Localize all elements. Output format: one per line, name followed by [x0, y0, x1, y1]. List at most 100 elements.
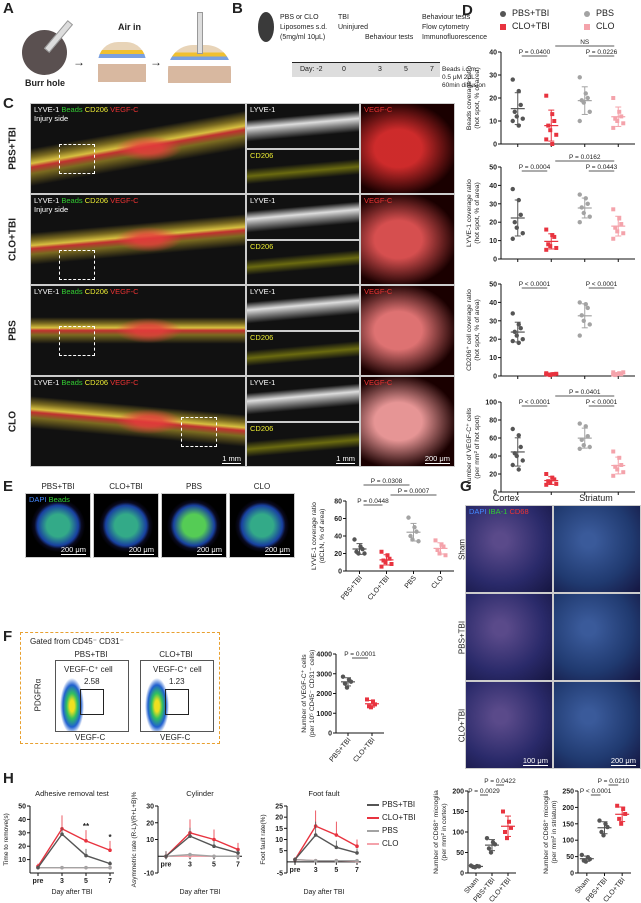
pre-label-line: Liposomes s.d. [280, 24, 328, 31]
data-point [108, 848, 112, 853]
data-point [585, 434, 590, 439]
legend-item: CLO+TBI [367, 813, 416, 822]
scale-bar: 200 μm [128, 545, 154, 555]
chart-dcln-lyve1: 0 20 40 60 80 LYVE-1 coverage ratio (dCLN, % o… [300, 478, 460, 602]
endpoint-label: Behaviour tests Flow cytometry Immunoflu… [422, 13, 487, 43]
y-tick-label: 15 [275, 826, 283, 833]
data-point [518, 102, 523, 108]
data-point [581, 100, 586, 105]
series-line [37, 833, 111, 869]
y-axis-label: (per mm² of hot spot) [474, 415, 481, 478]
p-value-label: P = 0.0162 [569, 154, 601, 161]
vegfc-label: VEGF-C [364, 287, 393, 296]
data-point [577, 333, 582, 338]
data-point [619, 222, 624, 227]
lyve1-label: LYVE-1 [250, 105, 276, 114]
data-point [544, 372, 549, 377]
y-tick-label: 60 [334, 516, 342, 523]
data-point [352, 537, 357, 542]
y-tick-label: 100 [452, 830, 464, 837]
data-point [554, 481, 559, 486]
data-point [583, 196, 588, 201]
data-point [437, 551, 442, 556]
y-tick-label: -5 [277, 871, 283, 878]
chart-svg: 0 50 100 150 200 Number of CD68⁺ microglia (pe… [433, 778, 516, 903]
x-tick-label: 5 [84, 878, 88, 885]
data-point [379, 564, 384, 569]
y-tick-label: 30 [489, 318, 497, 325]
striatum-micrograph [553, 505, 641, 593]
data-point [514, 225, 519, 230]
chart-foot-fault: Foot fault -5 5 10 15 20 25 pre 3 5 7 Day after TBI… [257, 789, 365, 896]
data-point [514, 453, 519, 459]
data-point [615, 467, 620, 472]
y-tick-label: 200 [452, 789, 464, 796]
data-point [617, 816, 622, 821]
zoom-region-box [181, 417, 217, 447]
data-point [520, 231, 525, 236]
data-point [362, 551, 367, 556]
arrow-icon: → [73, 55, 85, 69]
chart-svg: 0 20 40 60 80 LYVE-1 coverage ratio (dCLN, % o… [311, 478, 454, 602]
y-tick-label: 10 [146, 837, 154, 844]
data-point [544, 137, 549, 142]
data-point [344, 685, 350, 690]
data-point [510, 186, 515, 192]
y-tick-label: 200 [562, 805, 574, 812]
cd206-micrograph: CD206 [246, 239, 360, 285]
data-point [212, 854, 216, 859]
beads-label-line: Beads i.c.m. [442, 66, 478, 73]
data-point [617, 455, 622, 460]
data-point [579, 437, 584, 442]
p-value-label: P = 0.0422 [484, 778, 516, 785]
p-value-label: P = 0.0029 [468, 788, 500, 795]
y-tick-label: 40 [489, 300, 497, 307]
legend-label: PBS+TBI [382, 800, 416, 809]
merged-micrograph: LYVE-1 Beads CD206 VEGF-C 1 mm [30, 376, 246, 467]
y-tick-label: 0 [338, 569, 342, 576]
data-point [577, 421, 582, 426]
lyve1-label: LYVE-1 [250, 287, 276, 296]
y-axis-label: (hot spot, % of area) [474, 67, 481, 129]
y-tick-label: 20 [489, 220, 497, 227]
data-point [550, 112, 555, 117]
chart-svg: 0 10 20 30 40 50 CD206⁺ cell coverage ratio (ho… [466, 281, 635, 381]
chart-svg: 0 10 20 30 40 50 LYVE-1 coverage ratio (hot spo… [466, 154, 635, 264]
vegfc-label: VEGF-C [364, 196, 393, 205]
data-point [577, 446, 582, 451]
data-point [236, 851, 240, 855]
x-tick-label: CLO [430, 574, 445, 590]
vegfc-label: VEGF-C [364, 378, 393, 387]
p-value-label: P < 0.0001 [519, 399, 551, 406]
channel-label: CD206 [84, 378, 111, 387]
lyve1-micrograph: LYVE-1 [246, 376, 360, 422]
data-point [615, 119, 620, 123]
channel-label: CD206 [84, 196, 111, 205]
data-point [486, 846, 492, 851]
x-tick-label: PBS+TBI [340, 575, 364, 602]
day-tick: 0 [342, 66, 346, 73]
legend-item: PBS [367, 826, 398, 835]
data-point [108, 865, 112, 870]
data-point [387, 556, 392, 561]
data-point [371, 699, 375, 704]
y-tick-label: 0 [328, 731, 332, 738]
y-tick-label: 5 [279, 848, 283, 855]
channel-label: LYVE-1 [34, 196, 62, 205]
y-axis-label: Number of CD68⁺ microglia [543, 790, 550, 874]
stain-legend: DAPI Beads [29, 495, 70, 504]
data-point [520, 116, 525, 121]
legend-item: CLO+TBI [500, 21, 550, 31]
p-value-label: P = 0.0226 [586, 49, 618, 56]
series-line [165, 835, 239, 857]
endpoint-label-line: Immunofluorescence [422, 34, 487, 41]
data-point [188, 852, 192, 857]
channel-label: Beads [61, 105, 85, 114]
day-tick: 5 [404, 66, 408, 73]
y-axis-label: (per mm² in striatum) [551, 800, 558, 863]
y-tick-label: 0 [570, 871, 574, 878]
x-tick-label: 3 [60, 878, 64, 885]
vegfc-label: VEGF-C [364, 105, 393, 114]
tbi-label: TBI Uninjured [338, 13, 368, 33]
data-point [60, 865, 64, 870]
